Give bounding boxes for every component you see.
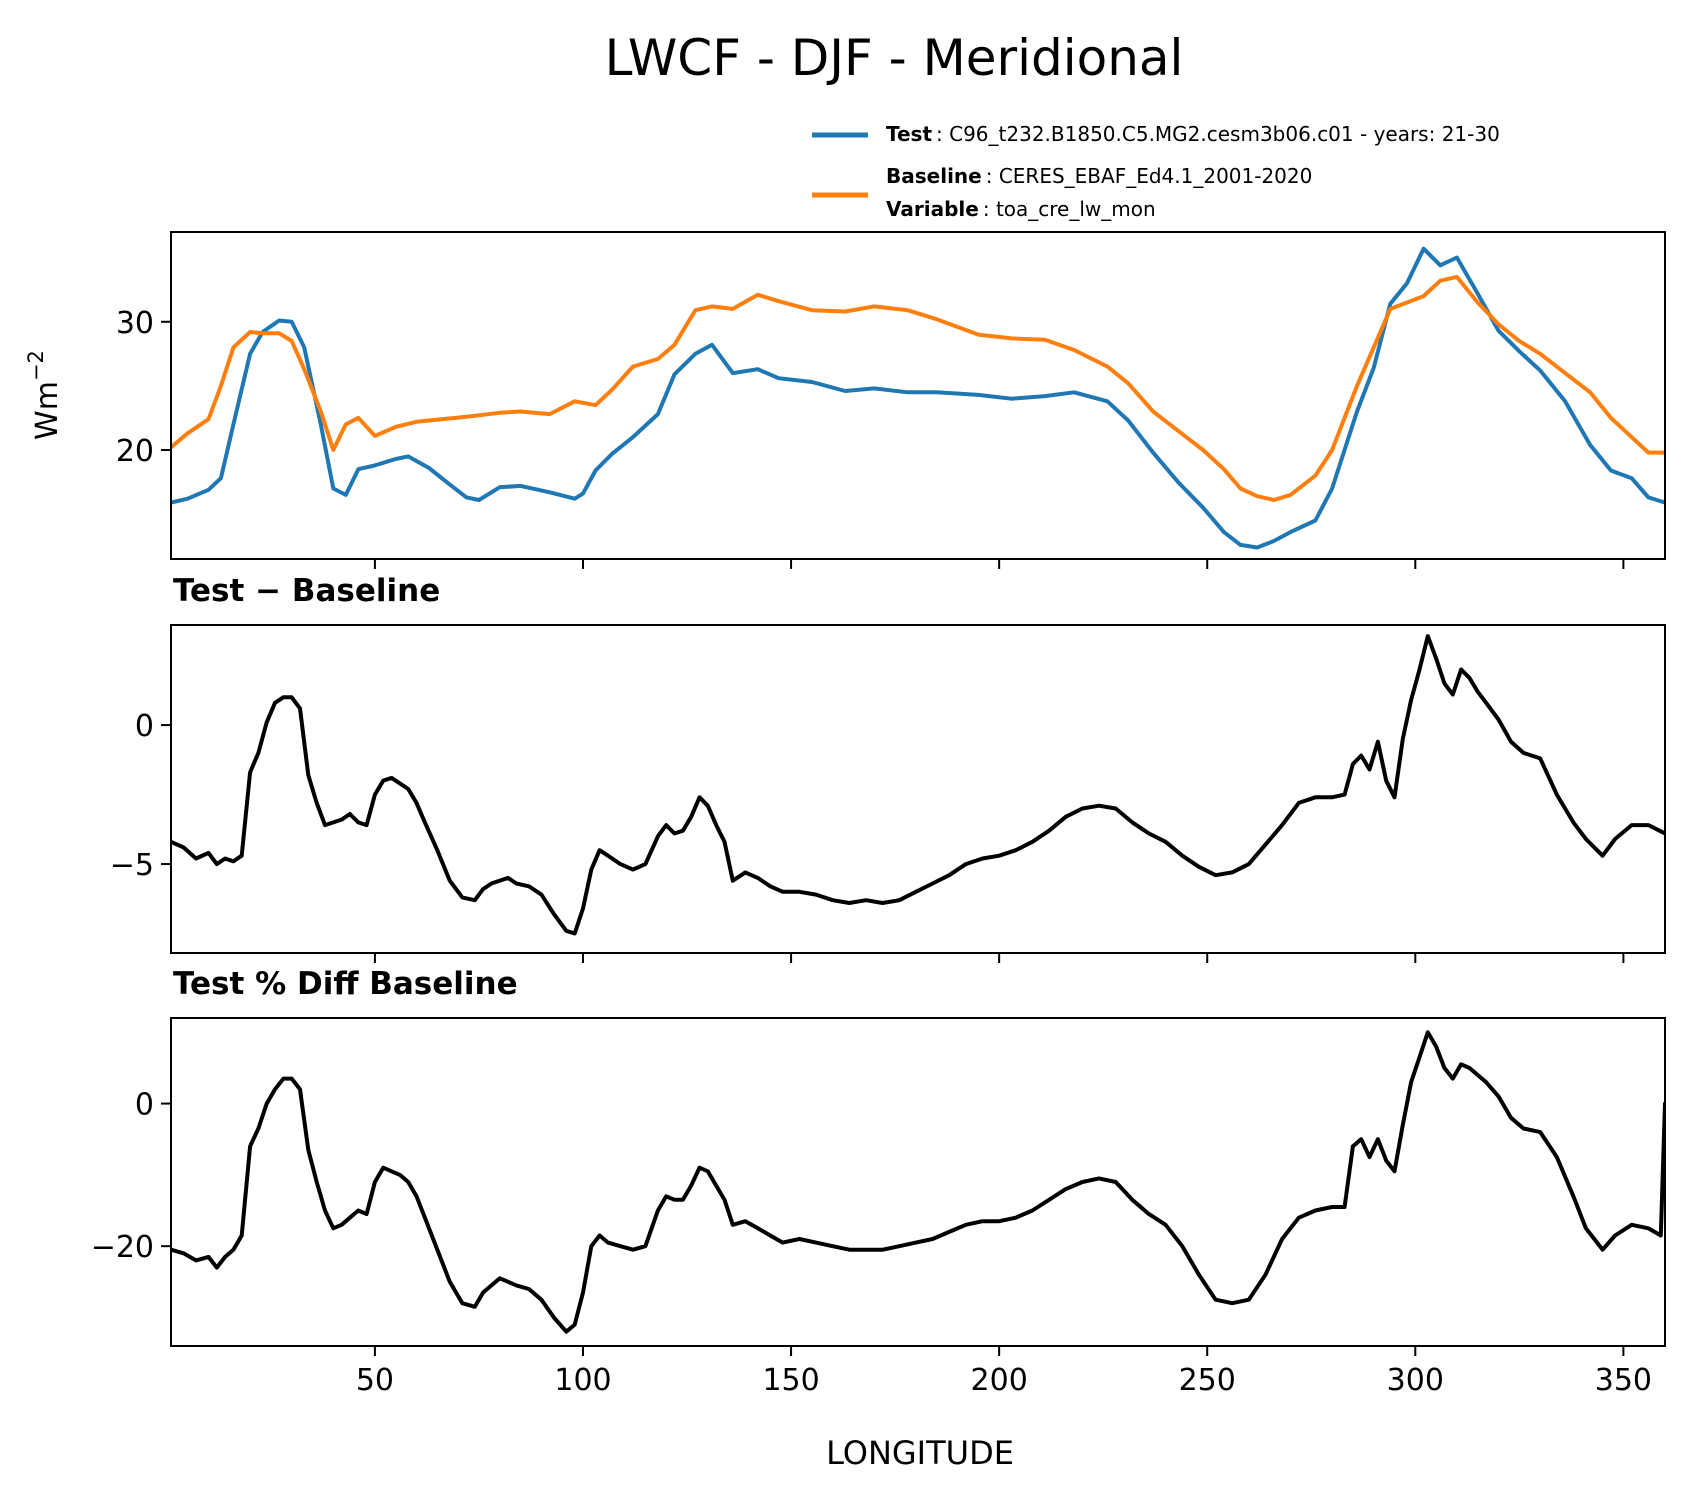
legend-test-value: : C96_t232.B1850.C5.MG2.cesm3b06.c01 - y… [936,122,1500,146]
panel-middle: Test − Baseline −5 0 [110,573,1666,963]
middle-axes-frame [170,624,1666,954]
bottom-xtick-label-350: 350 [1595,1363,1652,1398]
legend-variable-text: Variable: toa_cre_lw_mon [886,197,1156,221]
bottom-ticks: 50 100 150 200 250 300 350 −20 0 [91,1088,1652,1398]
bottom-xtick-label-100: 100 [554,1363,611,1398]
middle-series-diff-line [171,634,1665,936]
legend-variable-value: : toa_cre_lw_mon [983,197,1156,221]
bottom-axes-frame [170,1017,1666,1347]
legend-variable-key: Variable [886,197,979,221]
middle-panel-title: Test − Baseline [173,573,440,609]
middle-ytick-label-0: −5 [110,848,154,883]
legend: Test: C96_t232.B1850.C5.MG2.cesm3b06.c01… [812,122,1500,221]
bottom-xtick-label-150: 150 [762,1363,819,1398]
bottom-series-diff-line [171,1030,1665,1334]
top-series-test-line [171,246,1665,550]
top-ylabel-base: Wm [30,381,65,440]
middle-ytick-label-1: 0 [135,709,154,744]
top-ytick-label-1: 30 [116,306,154,341]
top-series-baseline-line [171,274,1665,502]
middle-plot-lines [171,634,1665,936]
top-axes-frame [170,231,1666,560]
top-ylabel: Wm−2 [24,350,65,440]
bottom-xtick-label-250: 250 [1179,1363,1236,1398]
bottom-plot-lines [171,1030,1665,1334]
panel-bottom: Test % Diff Baseline 50 100 150 200 250 300 35… [91,966,1666,1398]
legend-baseline-value: : CERES_EBAF_Ed4.1_2001-2020 [986,164,1313,188]
bottom-ytick-label-0: −20 [91,1230,154,1265]
bottom-panel-title: Test % Diff Baseline [173,966,518,1002]
bottom-ytick-label-1: 0 [135,1088,154,1123]
legend-test-key: Test [886,122,932,146]
top-ytick-label-0: 20 [116,434,154,469]
middle-ticks: −5 0 [110,709,1625,963]
bottom-xtick-label-200: 200 [971,1363,1028,1398]
bottom-xtick-label-50: 50 [356,1363,394,1398]
top-ylabel-sup: −2 [24,350,48,381]
x-axis-label: LONGITUDE [826,1434,1014,1472]
figure-title: LWCF - DJF - Meridional [605,29,1184,87]
legend-baseline-key: Baseline [886,164,982,188]
top-plot-lines [171,246,1665,550]
legend-baseline-text: Baseline: CERES_EBAF_Ed4.1_2001-2020 [886,164,1312,188]
legend-test-text: Test: C96_t232.B1850.C5.MG2.cesm3b06.c01… [886,122,1500,146]
bottom-xtick-label-300: 300 [1387,1363,1444,1398]
